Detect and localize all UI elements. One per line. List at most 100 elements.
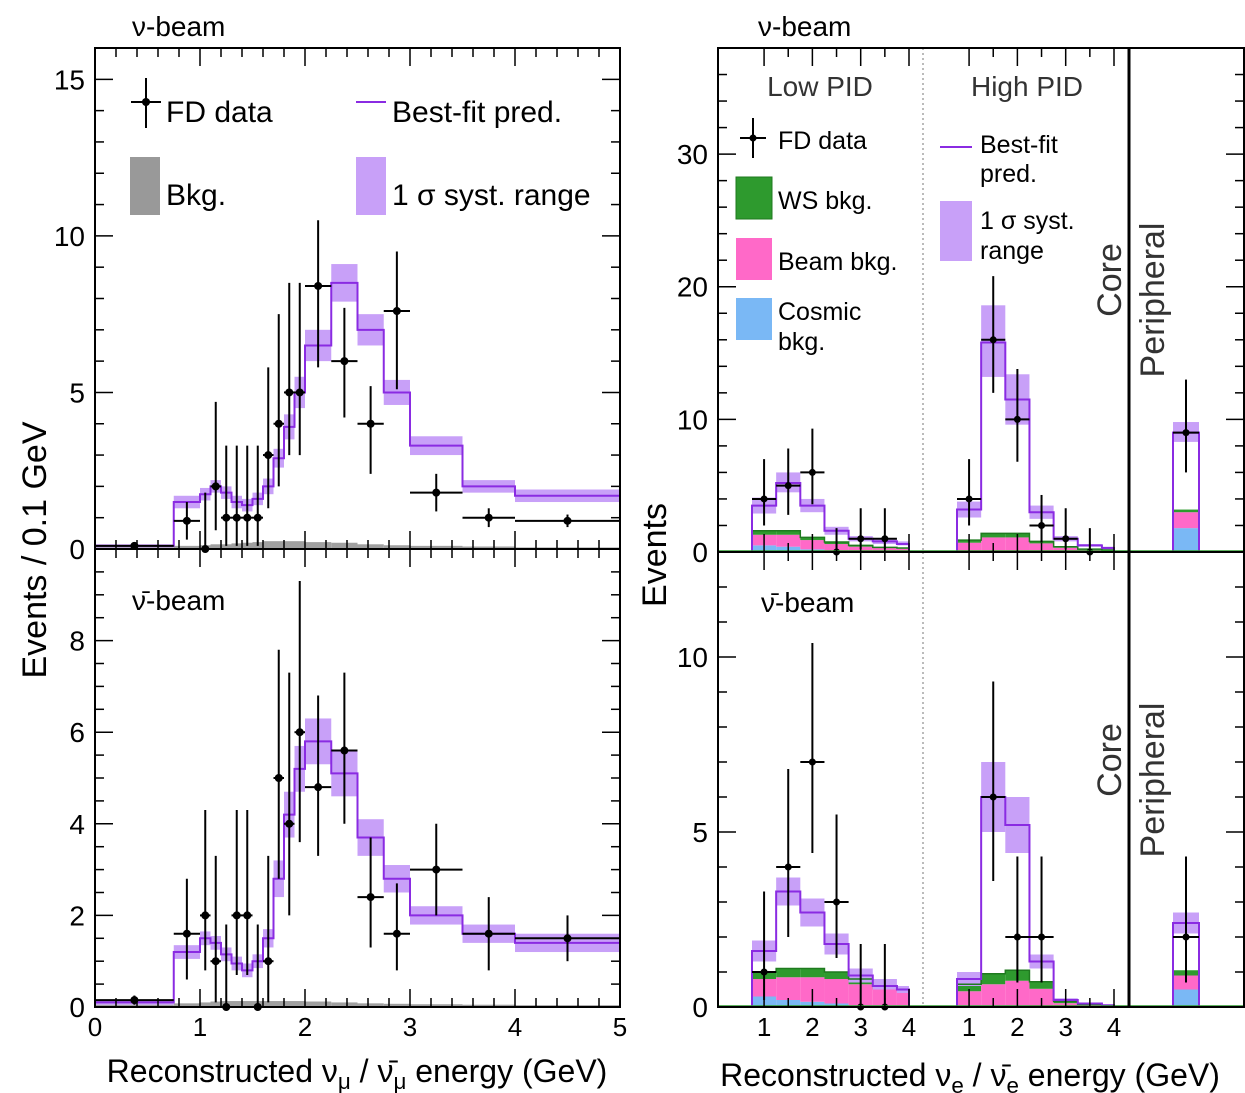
cosmic-bkg-bar xyxy=(1173,528,1199,552)
x-tick-label: 2 xyxy=(1010,1012,1024,1042)
data-point xyxy=(264,451,273,460)
bkg-bar xyxy=(383,545,410,549)
data-point xyxy=(201,911,210,920)
beam-label: ν̄-beam xyxy=(761,587,854,618)
x-tick-label: 5 xyxy=(613,1012,627,1042)
ws-bkg-bar xyxy=(776,530,801,535)
best-fit-line xyxy=(956,341,1115,552)
bkg-bar xyxy=(331,542,358,549)
legend-data-label: FD data xyxy=(778,127,867,155)
ws-bkg-bar xyxy=(824,972,849,979)
y-tick-label: 5 xyxy=(692,817,708,848)
ws-bkg-bar xyxy=(800,968,825,978)
data-point xyxy=(484,929,493,938)
legend-cosmic-swatch xyxy=(736,298,772,340)
data-point xyxy=(1038,933,1046,941)
x-tick-label: 4 xyxy=(508,1012,522,1042)
data-point xyxy=(285,388,294,397)
bkg-bar xyxy=(410,545,463,549)
legend-ws-label: WS bkg. xyxy=(778,187,872,215)
legend-cosmic-label: Cosmic xyxy=(778,298,861,326)
beam-bkg-bar xyxy=(1173,512,1199,529)
data-point xyxy=(989,336,997,344)
data-point xyxy=(243,513,252,522)
beam-bkg-bar xyxy=(776,977,801,1000)
plot-frame xyxy=(717,551,1245,1008)
panel-numubar-beam: 0 2 4 6 8 xyxy=(69,548,621,1023)
x-axis-label-part: μ xyxy=(338,1069,351,1093)
data-point xyxy=(760,968,768,976)
data-point xyxy=(274,774,283,782)
beam-label: ν-beam xyxy=(758,11,851,42)
data-point xyxy=(253,513,262,522)
ws-bkg-bar xyxy=(1029,981,1054,989)
bkg-bar xyxy=(200,1002,211,1007)
bkg-bar xyxy=(221,544,232,549)
beam-bkg-bar xyxy=(776,534,801,547)
legend-pred-label: Best-fit pred. xyxy=(392,96,562,129)
data-point xyxy=(965,495,973,503)
y-tick-label: 6 xyxy=(69,717,85,748)
x-axis-label-part: Reconstructed ν xyxy=(107,1053,338,1089)
data-point xyxy=(182,516,191,525)
y-tick-label: 0 xyxy=(692,537,708,568)
x-axis-label-part: μ xyxy=(393,1069,406,1093)
data-point xyxy=(760,495,768,503)
data-point xyxy=(222,513,231,522)
data-point xyxy=(1038,521,1046,529)
legend-syst-swatch xyxy=(356,157,386,215)
x-tick-label: 1 xyxy=(757,1012,771,1042)
bkg-bar xyxy=(173,545,200,549)
y-tick-label: 0 xyxy=(69,992,85,1023)
best-fit-line xyxy=(95,740,620,1004)
y-tick-label: 15 xyxy=(54,64,85,95)
y-tick-label: 0 xyxy=(692,992,708,1023)
high-pid-label: High PID xyxy=(971,71,1083,102)
y-tick-label: 8 xyxy=(69,626,85,657)
bkg-bar xyxy=(173,1003,200,1007)
legend-cosmic-label: bkg. xyxy=(778,328,825,356)
x-axis-label-part: e xyxy=(1006,1073,1018,1093)
legend-syst-label: 1 σ syst. xyxy=(980,207,1075,235)
core-label: Core xyxy=(1091,723,1129,797)
data-point xyxy=(808,758,816,766)
data-point xyxy=(295,728,304,737)
y-tick-label: 5 xyxy=(69,377,85,408)
data-point xyxy=(232,513,241,522)
legend-pred-label: pred. xyxy=(980,160,1037,188)
legend-left: FD data Best-fit pred. Bkg. 1 σ syst. range xyxy=(130,78,591,215)
data-point xyxy=(243,911,252,920)
data-point xyxy=(211,957,220,966)
data-point xyxy=(340,746,349,755)
ws-bkg-bar xyxy=(981,533,1006,538)
bkg-bar xyxy=(210,1001,221,1007)
data-point xyxy=(314,783,323,792)
ws-bkg-bar xyxy=(1173,509,1199,513)
data-point xyxy=(274,419,283,428)
panel-nuebar-beam: 0 5 10 Core Peripheral xyxy=(677,551,1245,1023)
data-point xyxy=(392,929,401,938)
data-point xyxy=(484,513,493,522)
data-point xyxy=(232,911,241,920)
y-tick-label: 10 xyxy=(54,221,85,252)
legend-bkg-label: Bkg. xyxy=(166,179,226,212)
beam-bkg-bar xyxy=(1029,988,1054,1007)
data-point xyxy=(366,893,375,902)
legend-ws-swatch xyxy=(735,176,773,220)
data-point xyxy=(784,863,792,871)
bkg-bar xyxy=(263,1001,274,1007)
data-point xyxy=(833,898,841,906)
bkg-bar xyxy=(357,1003,384,1007)
best-fit-line xyxy=(956,796,1115,1007)
legend-beam-swatch xyxy=(736,238,772,280)
bkg-bar xyxy=(410,1004,463,1007)
x-axis-label-part: e xyxy=(951,1073,963,1093)
x-tick-label: 2 xyxy=(298,1012,312,1042)
ws-bkg-bar xyxy=(752,530,777,535)
legend-syst-swatch xyxy=(940,201,972,261)
x-axis-label-part: Reconstructed ν xyxy=(720,1057,951,1093)
data-point xyxy=(295,388,304,397)
bkg-bar xyxy=(242,1001,253,1007)
bkg-bar xyxy=(284,541,295,549)
data-point xyxy=(1013,933,1021,941)
